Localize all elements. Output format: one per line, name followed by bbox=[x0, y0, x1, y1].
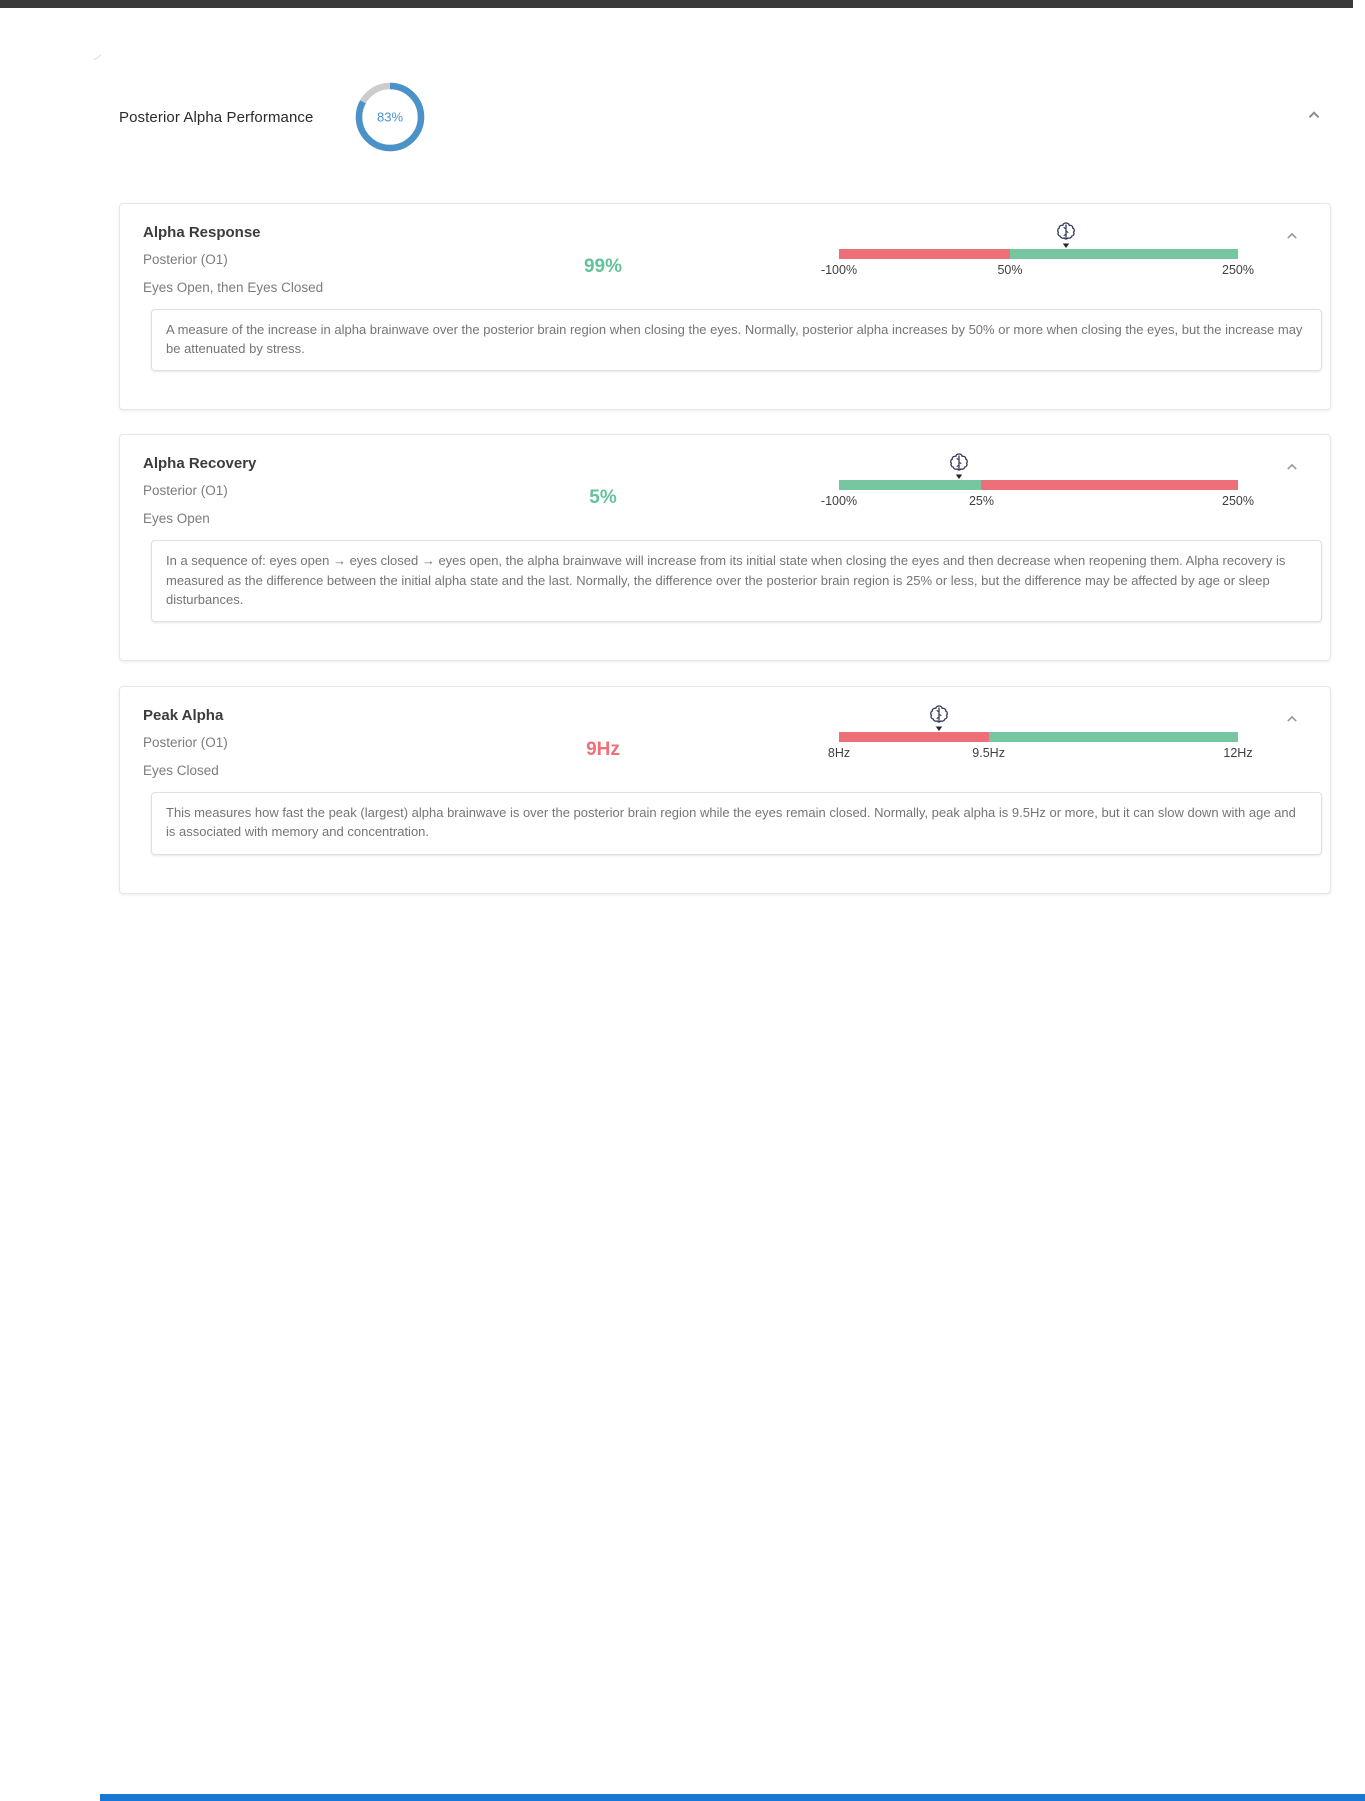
gauge-bar bbox=[839, 480, 1238, 491]
gauge-label-max: 250% bbox=[1222, 494, 1254, 509]
page-title: Posterior Alpha Performance bbox=[119, 108, 314, 126]
card-collapse-chevron-icon[interactable] bbox=[1282, 226, 1302, 251]
gauge-segment-left bbox=[839, 480, 982, 491]
gauge-label-max: 250% bbox=[1222, 263, 1254, 277]
range-gauge: -100% 25% 250% bbox=[821, 451, 1254, 517]
brain-marker-icon bbox=[1054, 220, 1078, 250]
gauge-label-mid: 50% bbox=[997, 263, 1023, 277]
card-row: Alpha Recovery Posterior (O1) Eyes Open … bbox=[143, 453, 1306, 526]
card-info: Peak Alpha Posterior (O1) Eyes Closed bbox=[143, 705, 543, 778]
card-title: Peak Alpha bbox=[143, 707, 224, 725]
section-collapse-chevron-icon[interactable] bbox=[1303, 104, 1325, 131]
gauge-segment-left bbox=[839, 249, 1010, 259]
gauge-label-min: 8Hz bbox=[827, 746, 851, 761]
section-header: Posterior Alpha Performance 83% bbox=[119, 82, 1331, 152]
gauge-bar bbox=[839, 732, 1238, 743]
range-gauge: 8Hz 9.5Hz 12Hz bbox=[828, 703, 1253, 769]
progress-ring: 83% bbox=[355, 82, 425, 152]
gauge-label-mid: 25% bbox=[968, 494, 994, 509]
metric-value: 5% bbox=[589, 487, 617, 509]
metric-card-peak-alpha: Peak Alpha Posterior (O1) Eyes Closed 9H… bbox=[119, 686, 1331, 894]
bottom-progress-bar bbox=[100, 1794, 1365, 1801]
gauge-segment-left bbox=[839, 732, 989, 743]
card-region: Posterior (O1) bbox=[143, 252, 228, 267]
gauge-label-mid: 9.5Hz bbox=[972, 746, 1005, 761]
card-region: Posterior (O1) bbox=[143, 483, 228, 499]
progress-ring-value bbox=[356, 82, 425, 152]
metric-value: 9Hz bbox=[586, 739, 620, 761]
gauge-segment-right bbox=[1010, 249, 1238, 259]
metric-description: In a sequence of: eyes open → eyes close… bbox=[151, 540, 1322, 623]
metric-description: A measure of the increase in alpha brain… bbox=[151, 309, 1322, 372]
top-window-bar bbox=[0, 0, 1353, 8]
card-condition: Eyes Open, then Eyes Closed bbox=[143, 280, 324, 295]
metric-card-alpha-recovery: Alpha Recovery Posterior (O1) Eyes Open … bbox=[119, 434, 1331, 662]
card-info: Alpha Response Posterior (O1) Eyes Open,… bbox=[143, 222, 543, 295]
gauge-segment-right bbox=[988, 732, 1238, 743]
card-info: Alpha Recovery Posterior (O1) Eyes Open bbox=[143, 453, 543, 526]
card-title: Alpha Recovery bbox=[143, 455, 257, 473]
gauge-label-max: 12Hz bbox=[1223, 746, 1253, 761]
card-condition: Eyes Open bbox=[143, 511, 210, 527]
gauge-label-min: -100% bbox=[820, 263, 858, 277]
card-collapse-chevron-icon[interactable] bbox=[1282, 709, 1302, 734]
card-collapse-chevron-icon[interactable] bbox=[1282, 457, 1302, 482]
stray-cursor-mark bbox=[93, 54, 102, 61]
metric-value: 99% bbox=[583, 256, 623, 277]
gauge-label-min: -100% bbox=[820, 494, 858, 509]
card-row: Alpha Response Posterior (O1) Eyes Open,… bbox=[143, 222, 1306, 295]
gauge-segment-right bbox=[981, 480, 1238, 491]
gauge-bar bbox=[839, 249, 1238, 259]
card-region: Posterior (O1) bbox=[143, 735, 228, 751]
card-condition: Eyes Closed bbox=[143, 763, 219, 779]
main-content: Posterior Alpha Performance 83% Alpha Re… bbox=[119, 0, 1331, 894]
brain-marker-icon bbox=[927, 703, 951, 733]
progress-ring-label: 83% bbox=[377, 110, 403, 125]
range-gauge: -100% 50% 250% bbox=[821, 220, 1254, 286]
card-row: Peak Alpha Posterior (O1) Eyes Closed 9H… bbox=[143, 705, 1306, 778]
metric-card-alpha-response: Alpha Response Posterior (O1) Eyes Open,… bbox=[119, 203, 1331, 411]
brain-marker-icon bbox=[947, 451, 971, 481]
card-title: Alpha Response bbox=[143, 224, 261, 241]
metric-description: This measures how fast the peak (largest… bbox=[151, 792, 1322, 855]
